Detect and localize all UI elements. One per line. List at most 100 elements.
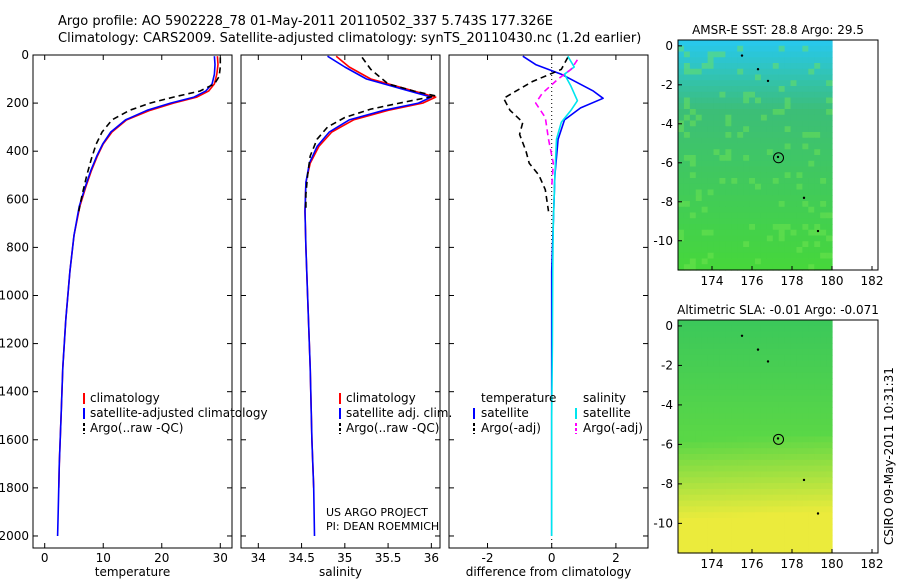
sla_map-cell — [749, 541, 756, 548]
sst_map-cell — [731, 97, 738, 104]
sla_map-cell — [772, 395, 780, 403]
sst_map-cell — [707, 51, 715, 58]
sst_map-cell — [725, 57, 732, 64]
sla_map-cell — [749, 384, 756, 391]
sst_map-cell — [772, 63, 780, 70]
sst_map-cell — [802, 189, 809, 196]
sla_map-cell — [772, 547, 780, 554]
sla_map-cell — [731, 488, 738, 496]
sla_map-cell — [796, 366, 803, 374]
sla_map-cell — [808, 483, 815, 490]
sla_map-cell — [814, 407, 821, 414]
sst_map-cell — [707, 229, 715, 237]
sla_map-cell — [707, 384, 715, 391]
sst_map-cell — [784, 235, 792, 242]
sla_map-cell — [772, 354, 780, 362]
sst_map-cell — [689, 114, 697, 122]
sst_map-cell — [755, 86, 762, 93]
sla_map-cell — [778, 535, 786, 542]
sla_map-cell — [743, 488, 750, 496]
sst_map-cell — [713, 160, 721, 168]
sla_map-cell — [778, 378, 786, 385]
sla_map-cell — [683, 378, 691, 385]
sst_map-cell — [772, 126, 780, 133]
sst_map-cell — [701, 252, 709, 260]
temperature-line-blue-1 — [56, 56, 216, 537]
figure-title-line2: Climatology: CARS2009. Satellite-adjuste… — [58, 31, 641, 46]
sla_map-cell — [802, 547, 809, 554]
sla_map-cell — [766, 424, 774, 432]
sst_map-cell — [820, 137, 827, 145]
sst_map-cell — [683, 74, 691, 81]
sst_map-cell — [731, 40, 738, 47]
sst_map-cell — [778, 241, 786, 248]
sla_map-cell — [719, 407, 726, 414]
sst_map-cell — [719, 183, 726, 191]
sla_map-cell — [725, 413, 732, 420]
sst_map-cell — [719, 132, 726, 139]
sst_map-cell — [743, 109, 750, 116]
sla_map-cell — [790, 471, 798, 478]
sst_map-cell — [755, 132, 762, 139]
sla_map-cell — [725, 453, 732, 461]
sla_map-cell — [755, 349, 762, 356]
sla_map-cell — [731, 337, 738, 344]
sst_map-cell — [678, 109, 685, 116]
sst_map-cell — [683, 91, 691, 99]
sla_map-cell — [790, 378, 798, 385]
sla_map-cell — [820, 459, 827, 467]
sla_map-cell — [689, 529, 697, 537]
sst_map-cell — [796, 137, 803, 145]
sla_map-cell — [749, 378, 756, 385]
sla_map-cell — [784, 518, 792, 525]
sla_map-cell — [689, 512, 697, 519]
sst_map-cell — [683, 132, 691, 139]
sst_map-cell — [796, 86, 803, 93]
sst_map-cell — [701, 120, 709, 127]
sst_map-cell — [713, 91, 721, 99]
sla_map-cell — [701, 465, 709, 473]
sst_map-cell — [701, 189, 709, 196]
sla_map-cell — [760, 547, 768, 554]
sla_map-trajectory-point — [776, 437, 780, 440]
sla_map-cell — [725, 529, 732, 537]
sla_map-cell — [695, 459, 703, 467]
sst_map-cell — [678, 143, 685, 150]
sst_map-cell — [707, 160, 715, 168]
sst_map-cell — [760, 264, 768, 271]
sst_map-cell — [743, 74, 750, 81]
sla_map-cell — [760, 500, 768, 507]
sst_map-cell — [778, 109, 786, 116]
sst_map-cell — [719, 166, 726, 173]
sst_map-cell — [719, 97, 726, 104]
sla_map-cell — [707, 401, 715, 408]
sst_map-cell — [713, 189, 721, 196]
sla_map-cell — [760, 506, 768, 513]
sla_map-cell — [826, 512, 833, 519]
sst_map-cell — [737, 235, 744, 242]
sla_map-cell — [683, 541, 691, 548]
sla_map-cell — [760, 372, 768, 379]
sla_map-cell — [731, 331, 738, 339]
sst_map-cell — [743, 143, 750, 150]
sla_map-cell — [784, 541, 792, 548]
sla_map-cell — [826, 488, 833, 496]
sla_map-cell — [796, 384, 803, 391]
sla_map-cell — [701, 413, 709, 420]
sla_map-cell — [678, 395, 685, 403]
sla_map-cell — [814, 506, 821, 513]
sla_map-cell — [802, 337, 809, 344]
sst_map-cell — [784, 68, 792, 76]
sla_map-cell — [749, 349, 756, 356]
sst_map-cell — [760, 155, 768, 162]
sst_map-cell — [755, 252, 762, 260]
sla_map-cell — [790, 541, 798, 548]
sst_map-cell — [802, 91, 809, 99]
sla_map-cell — [755, 535, 762, 542]
sla_map-cell — [725, 477, 732, 484]
sst_map-cell — [820, 229, 827, 237]
sst_map-cell — [826, 212, 833, 219]
sla_map-cell — [678, 483, 685, 490]
sst_map-cell — [737, 57, 744, 64]
sla_map-cell — [814, 483, 821, 490]
